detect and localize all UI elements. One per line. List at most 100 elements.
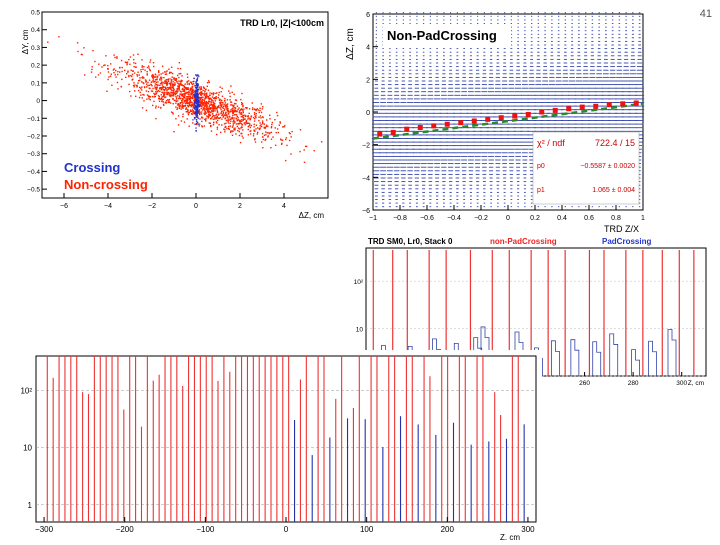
noncrossing-point [303, 161, 306, 163]
noncrossing-point [223, 128, 225, 130]
noncrossing-point [172, 72, 174, 75]
noncrossing-point [172, 92, 174, 94]
noncrossing-point [285, 159, 287, 162]
padcrossing-bar [592, 341, 602, 376]
noncrossing-point [149, 61, 151, 63]
noncrossing-point [192, 80, 194, 83]
mean-point [579, 104, 585, 110]
noncrossing-point [220, 101, 222, 103]
noncrossing-point [241, 102, 243, 104]
noncrossing-point [189, 81, 192, 83]
noncrossing-point [164, 82, 167, 84]
noncrossing-point [184, 104, 187, 107]
noncrossing-point [205, 102, 207, 104]
noncrossing-point [163, 86, 165, 88]
y-tick-label: 0.3 [31, 45, 40, 52]
noncrossing-point [192, 122, 194, 124]
noncrossing-point [177, 124, 180, 126]
noncrossing-point [253, 123, 255, 125]
noncrossing-point [187, 105, 189, 107]
noncrossing-point [238, 130, 240, 133]
noncrossing-point [189, 87, 192, 90]
noncrossing-point [168, 98, 171, 101]
noncrossing-point [142, 82, 144, 84]
noncrossing-point [171, 79, 173, 81]
noncrossing-point [92, 49, 94, 52]
mean-point [444, 121, 450, 127]
noncrossing-point [230, 110, 232, 113]
noncrossing-point [151, 95, 154, 98]
noncrossing-point [200, 86, 202, 88]
noncrossing-point [179, 80, 182, 83]
noncrossing-point [171, 66, 173, 68]
noncrossing-point [195, 115, 197, 117]
noncrossing-point [210, 101, 213, 103]
noncrossing-point [183, 95, 185, 98]
noncrossing-point [204, 95, 207, 97]
noncrossing-point [215, 92, 217, 95]
noncrossing-point [167, 88, 169, 91]
noncrossing-point [233, 114, 236, 116]
noncrossing-point [253, 120, 256, 122]
mean-point [498, 115, 504, 121]
noncrossing-point [187, 76, 189, 78]
noncrossing-point [101, 66, 103, 68]
noncrossing-point [137, 80, 140, 82]
noncrossing-point [205, 119, 207, 121]
noncrossing-point [141, 86, 143, 88]
noncrossing-point [234, 99, 237, 101]
noncrossing-point [149, 99, 151, 101]
noncrossing-point [246, 122, 248, 124]
noncrossing-point [235, 133, 237, 135]
noncrossing-point [195, 123, 197, 126]
noncrossing-point [158, 74, 160, 76]
noncrossing-point [224, 114, 226, 116]
noncrossing-point [107, 78, 109, 81]
noncrossing-point [230, 104, 232, 106]
noncrossing-point [162, 98, 165, 101]
title-box [383, 24, 511, 46]
noncrossing-point [188, 98, 190, 100]
noncrossing-point [215, 118, 217, 120]
noncrossing-point [221, 99, 223, 102]
crossing-point [195, 113, 197, 115]
mean-point [552, 107, 558, 113]
noncrossing-point [220, 131, 222, 134]
noncrossing-point [176, 92, 178, 95]
noncrossing-point [188, 83, 190, 86]
noncrossing-point [208, 110, 211, 112]
noncrossing-point [179, 102, 182, 104]
noncrossing-point [236, 115, 238, 118]
noncrossing-point [178, 83, 180, 85]
noncrossing-point [219, 107, 221, 109]
noncrossing-point [198, 99, 201, 101]
noncrossing-point [237, 118, 239, 120]
crossing-point [195, 82, 198, 84]
noncrossing-point [177, 67, 179, 70]
noncrossing-point [164, 101, 167, 103]
noncrossing-point [263, 134, 266, 136]
noncrossing-point [188, 91, 190, 93]
noncrossing-point [233, 122, 235, 124]
noncrossing-point [163, 82, 165, 85]
noncrossing-point [212, 94, 214, 96]
crossing-point [197, 88, 199, 90]
noncrossing-point [204, 103, 207, 105]
noncrossing-point [254, 141, 257, 143]
noncrossing-point [155, 81, 158, 83]
noncrossing-point [231, 134, 234, 136]
noncrossing-point [233, 129, 235, 131]
noncrossing-point [185, 107, 188, 109]
noncrossing-point [156, 84, 159, 86]
noncrossing-point [181, 95, 183, 97]
y-tick-label: 0 [36, 98, 40, 105]
noncrossing-point [117, 73, 119, 76]
noncrossing-point [180, 99, 183, 102]
noncrossing-point [186, 83, 189, 85]
noncrossing-point [222, 113, 224, 115]
noncrossing-point [207, 115, 209, 118]
noncrossing-point [153, 100, 155, 103]
mean-point [458, 120, 464, 126]
x-tick-label: 1 [641, 215, 645, 222]
noncrossing-point [184, 99, 186, 102]
